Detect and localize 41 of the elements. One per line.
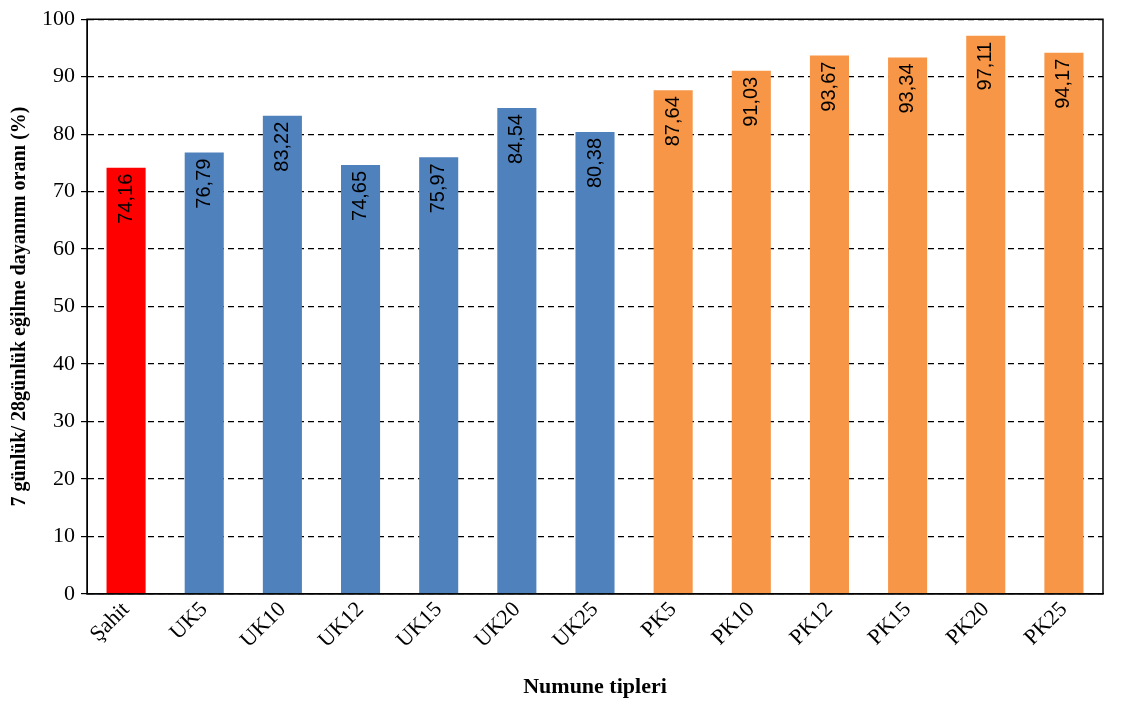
bar — [575, 131, 615, 594]
data-label: 94,17 — [1051, 58, 1074, 109]
y-tick-label: 80 — [53, 119, 75, 145]
data-label: 80,38 — [582, 137, 605, 189]
y-tick-label: 100 — [42, 4, 75, 30]
x-tick-label: UK5 — [163, 596, 212, 645]
x-axis-title: Numune tipleri — [523, 673, 667, 699]
bar — [262, 115, 302, 594]
bar — [419, 157, 459, 594]
data-label: 76,79 — [191, 158, 214, 209]
data-label: 97,11 — [973, 41, 996, 91]
bar — [184, 152, 224, 594]
y-axis-title: 7 günlük/ 28günlük eğilme dayanımı oranı (%) — [7, 106, 31, 507]
y-tick-label: 50 — [53, 292, 75, 318]
data-label: 83,22 — [269, 121, 292, 172]
y-tick-label: 60 — [53, 234, 75, 260]
y-tick-label: 30 — [53, 407, 75, 433]
y-tick-label: 40 — [53, 349, 75, 375]
bar — [497, 108, 537, 594]
x-tick-label: PK5 — [635, 596, 681, 642]
bar — [809, 55, 849, 594]
bar — [966, 35, 1006, 594]
bar — [106, 167, 146, 594]
data-label: 74,16 — [113, 173, 136, 224]
y-tick-label: 90 — [53, 62, 75, 88]
data-label: 84,54 — [504, 114, 527, 165]
y-tick-label: 20 — [53, 464, 75, 490]
data-label: 74,65 — [348, 170, 371, 221]
bar — [1044, 52, 1084, 594]
data-label: 75,97 — [426, 163, 449, 214]
data-label: 93,34 — [895, 63, 918, 114]
y-tick-label: 10 — [53, 522, 75, 548]
bar — [653, 90, 693, 594]
data-label: 93,67 — [816, 61, 839, 112]
bar — [341, 164, 381, 594]
bar — [888, 57, 928, 594]
y-tick-label: 0 — [64, 579, 75, 605]
data-label: 87,64 — [660, 96, 683, 147]
bar — [731, 70, 771, 594]
y-tick-label: 70 — [53, 177, 75, 203]
data-label: 91,03 — [738, 76, 761, 127]
